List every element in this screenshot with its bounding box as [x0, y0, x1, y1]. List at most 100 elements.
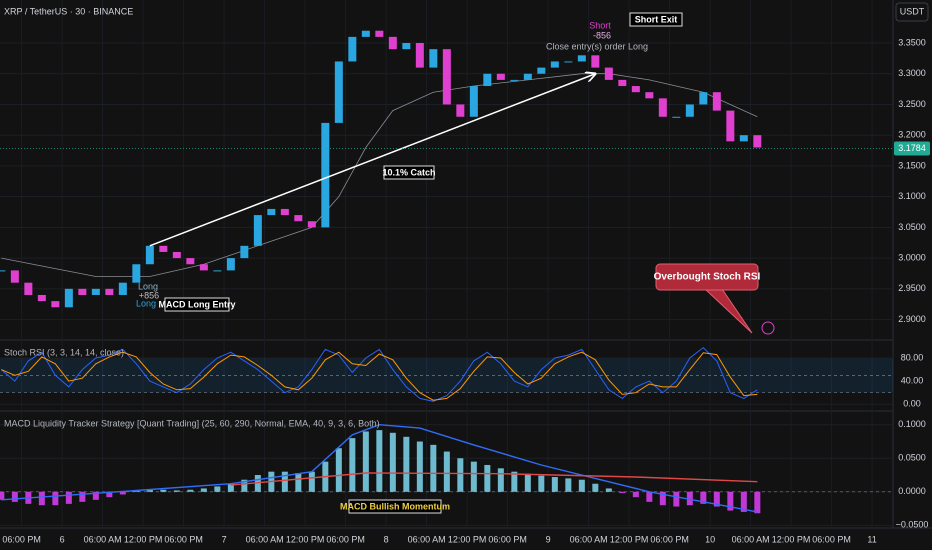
- alert-icon[interactable]: [761, 321, 775, 335]
- candle: [267, 208, 276, 216]
- candle: [213, 270, 222, 272]
- candle: [739, 135, 748, 142]
- histogram-bar: [241, 479, 248, 492]
- y-tick-label: 0.00: [903, 399, 921, 409]
- plot-layer: [0, 0, 893, 528]
- candle: [37, 294, 46, 302]
- x-tick-label: 06:00 AM: [84, 534, 122, 544]
- candle: [726, 110, 735, 142]
- candle: [186, 258, 195, 265]
- candle: [172, 251, 181, 259]
- histogram-bar: [38, 491, 45, 506]
- y-tick-label: 0.1000: [898, 419, 926, 429]
- histogram-bar: [389, 432, 396, 492]
- line: [1, 351, 758, 401]
- y-tick-label: 2.9500: [898, 283, 926, 293]
- histogram-bar: [295, 473, 302, 492]
- histogram-bar: [659, 491, 666, 506]
- x-tick-label: 06:00 AM: [408, 534, 446, 544]
- candle: [105, 288, 114, 295]
- candle: [550, 61, 559, 68]
- histogram-bar: [538, 475, 545, 492]
- y-tick-label: 3.2500: [898, 99, 926, 109]
- candle: [145, 245, 154, 265]
- candle: [753, 135, 762, 148]
- histogram-bar: [349, 438, 356, 492]
- annotation: MACD Long Entry: [159, 299, 236, 309]
- candle: [321, 122, 330, 228]
- y-tick-label: 3.0000: [898, 252, 926, 262]
- candle: [375, 30, 384, 37]
- x-tick-label: 7: [222, 534, 227, 544]
- candle: [604, 67, 613, 80]
- stoch-title: Stoch RSI (3, 3, 14, 14, close): [4, 347, 124, 357]
- candle: [591, 55, 600, 68]
- currency-label[interactable]: USDT: [900, 6, 925, 16]
- candle: [510, 79, 519, 81]
- histogram-bar: [578, 479, 585, 492]
- line: [230, 472, 758, 486]
- last-price-box: [894, 141, 930, 156]
- histogram-bar: [0, 491, 5, 500]
- x-tick-label: 11: [867, 534, 876, 544]
- annotation: Short Exit: [635, 14, 678, 24]
- x-tick-label: 06:00 PM: [2, 534, 41, 544]
- histogram-bar: [754, 491, 761, 514]
- currency-button[interactable]: [895, 2, 929, 22]
- candle: [240, 245, 249, 259]
- candle: [280, 208, 289, 216]
- annotation-box: [629, 12, 683, 27]
- candle: [0, 270, 6, 272]
- annotation: Short: [589, 20, 611, 30]
- x-tick-label: 12:00 PM: [286, 534, 325, 544]
- candle: [199, 264, 208, 271]
- y-tick-label: 3.2000: [898, 130, 926, 140]
- histogram-bar: [470, 461, 477, 492]
- histogram-bar: [362, 431, 369, 492]
- candle: [294, 215, 303, 222]
- candle: [483, 73, 492, 87]
- histogram-bar: [308, 471, 315, 492]
- callout-box: [655, 263, 759, 291]
- annotation: 10.1% Catch: [382, 167, 435, 177]
- y-tick-label: 0.0000: [898, 486, 926, 496]
- histogram-bar: [119, 491, 126, 495]
- annotation-box: [348, 499, 442, 514]
- histogram-bar: [92, 491, 99, 500]
- histogram-bar: [430, 444, 437, 492]
- histogram-bar: [551, 477, 558, 492]
- candle: [685, 104, 694, 117]
- last-price-label: 3.1784: [898, 143, 926, 153]
- candle: [361, 30, 370, 37]
- candle: [429, 49, 438, 68]
- x-tick-label: 06:00 PM: [326, 534, 365, 544]
- y-tick-label: 80.00: [901, 352, 924, 362]
- candle: [118, 282, 127, 295]
- candle: [456, 104, 465, 117]
- annotation: -856: [593, 30, 611, 40]
- annotation: Long: [138, 281, 158, 291]
- histogram-bar: [65, 491, 72, 504]
- histogram-bar: [160, 489, 167, 492]
- candle: [645, 92, 654, 99]
- x-tick-label: 12:00 PM: [448, 534, 487, 544]
- candle: [253, 215, 262, 246]
- histogram-bar: [686, 491, 693, 506]
- candle: [402, 43, 411, 50]
- candle: [496, 73, 505, 80]
- histogram-bar: [700, 491, 707, 504]
- annotation-box: [164, 297, 230, 312]
- x-tick-label: 06:00 PM: [164, 534, 203, 544]
- trade-arrow: [149, 74, 595, 247]
- candle: [307, 221, 316, 228]
- y-tick-label: 3.1000: [898, 191, 926, 201]
- histogram-bar: [106, 491, 113, 498]
- candle: [618, 79, 627, 87]
- line: [1, 423, 758, 513]
- x-tick-label: 9: [546, 534, 551, 544]
- y-tick-label: 3.3000: [898, 68, 926, 78]
- candle: [672, 116, 681, 118]
- x-tick-label: 6: [60, 534, 65, 544]
